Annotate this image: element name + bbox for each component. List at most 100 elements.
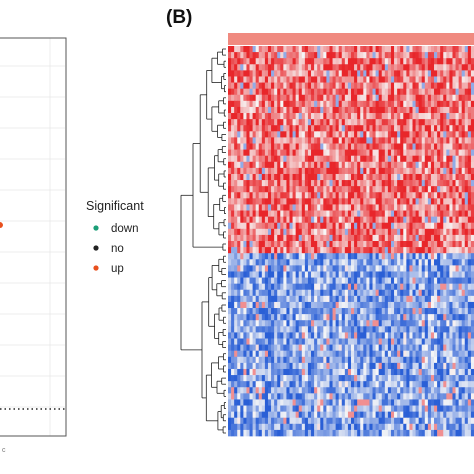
heatmap-cell (234, 180, 238, 187)
heatmap-cell (311, 295, 315, 303)
heatmap-cell (252, 149, 257, 157)
heatmap-cell (369, 94, 373, 102)
heatmap-cell (372, 277, 376, 284)
heatmap-cell (237, 241, 241, 248)
heatmap-cell (394, 326, 398, 333)
heatmap-cell (406, 271, 410, 278)
heatmap-cell (449, 350, 453, 358)
heatmap-cell (467, 82, 472, 89)
heatmap-cell (231, 381, 235, 388)
heatmap-cell (409, 393, 413, 400)
heatmap-cell (280, 338, 284, 345)
heatmap-cell (335, 198, 340, 205)
heatmap-cell (381, 332, 386, 339)
heatmap-cell (415, 119, 420, 126)
heatmap-cell (240, 350, 244, 358)
heatmap-cell (295, 131, 300, 138)
heatmap-cell (317, 356, 321, 364)
heatmap-cell (344, 417, 349, 425)
heatmap-cell (234, 387, 238, 394)
heatmap-cell (384, 180, 389, 187)
heatmap-cell (323, 350, 327, 358)
heatmap-cell (246, 362, 250, 370)
heatmap-cell (369, 222, 373, 230)
heatmap-cell (347, 143, 352, 150)
heatmap-cell (311, 216, 315, 224)
heatmap-cell (237, 295, 241, 303)
heatmap-cell (387, 338, 392, 345)
heatmap-cell (470, 247, 474, 254)
heatmap-cell (301, 259, 306, 266)
heatmap-cell (283, 295, 287, 303)
heatmap-cell (323, 119, 327, 126)
heatmap-cell (403, 46, 407, 53)
heatmap-cell (286, 100, 290, 108)
heatmap-cell (461, 411, 466, 419)
heatmap-cell (234, 149, 238, 157)
heatmap-cell (400, 198, 404, 205)
heatmap-cell (400, 411, 404, 419)
heatmap-cell (394, 167, 398, 175)
heatmap-cell (264, 204, 269, 211)
heatmap-cell (470, 320, 474, 327)
heatmap-cell (264, 271, 269, 278)
heatmap-cell (366, 192, 370, 199)
heatmap-cell (403, 356, 407, 364)
heatmap-cell (464, 210, 469, 217)
heatmap-cell (440, 308, 444, 315)
heatmap-cell (354, 320, 358, 327)
heatmap-cell (354, 356, 358, 364)
heatmap-cell (470, 88, 474, 96)
heatmap-cell (390, 149, 395, 157)
heatmap-cell (271, 259, 275, 266)
heatmap-cell (280, 119, 284, 126)
heatmap-cell (360, 216, 364, 224)
heatmap-cell (298, 344, 303, 352)
heatmap-cell (320, 320, 324, 327)
heatmap-cell (320, 180, 324, 187)
heatmap-cell (384, 210, 389, 217)
heatmap-cell (332, 332, 336, 339)
heatmap-cell (360, 375, 364, 382)
heatmap-cell (390, 155, 395, 163)
heatmap-cell (363, 314, 367, 321)
heatmap-cell (237, 326, 241, 333)
heatmap-cell (298, 58, 303, 65)
heatmap-cell (418, 234, 423, 242)
heatmap-cell (234, 271, 238, 278)
heatmap-cell (335, 155, 340, 163)
heatmap-cell (304, 100, 309, 108)
heatmap-cell (329, 350, 333, 358)
heatmap-cell (341, 375, 346, 382)
heatmap-cell (394, 52, 398, 59)
heatmap-cell (298, 289, 303, 297)
heatmap-cell (283, 314, 287, 321)
heatmap-cell (320, 113, 324, 120)
heatmap-cell (338, 58, 343, 65)
heatmap-cell (351, 271, 355, 278)
heatmap-cell (381, 241, 386, 248)
heatmap-cell (311, 94, 315, 102)
heatmap-cell (427, 64, 432, 71)
heatmap-cell (317, 88, 321, 96)
heatmap-cell (258, 106, 263, 114)
heatmap-cell (372, 106, 376, 114)
heatmap-cell (292, 253, 296, 260)
heatmap-cell (231, 228, 235, 236)
heatmap-cell (234, 368, 238, 376)
heatmap-cell (304, 137, 309, 144)
heatmap-cell (347, 399, 352, 406)
heatmap-cell (418, 271, 423, 278)
heatmap-cell (446, 332, 450, 339)
heatmap-cell (234, 265, 238, 272)
heatmap-cell (467, 204, 472, 211)
heatmap-cell (430, 362, 435, 370)
heatmap-cell (381, 417, 386, 425)
heatmap-cell (277, 58, 281, 65)
heatmap-cell (437, 173, 441, 181)
heatmap-cell (452, 143, 456, 150)
heatmap-cell (470, 289, 474, 297)
heatmap-cell (320, 100, 324, 108)
heatmap-cell (449, 375, 453, 382)
heatmap-cell (415, 265, 420, 272)
